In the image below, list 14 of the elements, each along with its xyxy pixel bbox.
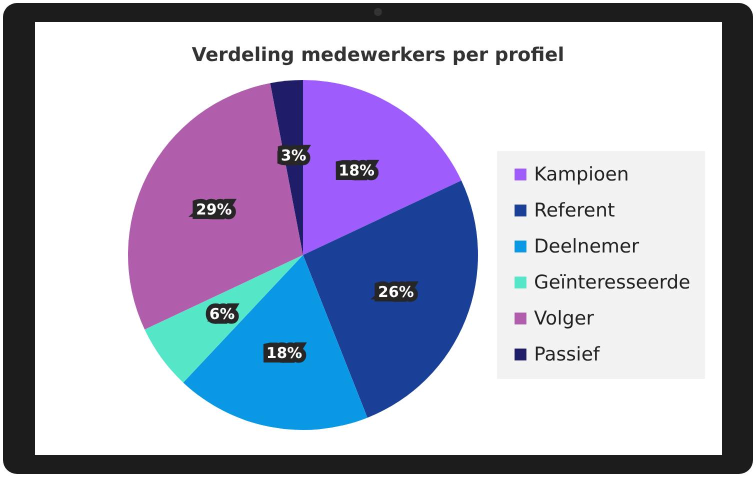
data-label: 18%: [266, 344, 302, 362]
legend-label: Deelnemer: [534, 236, 640, 258]
data-label: 18%: [338, 162, 375, 180]
legend-label: Geïnteresseerde: [534, 272, 690, 294]
legend-label: Volger: [534, 308, 594, 330]
legend-label: Passief: [534, 344, 602, 366]
data-label: 6%: [209, 304, 235, 323]
data-label: 29%: [196, 200, 232, 219]
chart-title: Verdeling medewerkers per profiel: [192, 44, 564, 66]
pie-slice: [183, 255, 368, 430]
data-label: 26%: [378, 282, 414, 301]
pie-slice: [303, 180, 478, 418]
legend-label: Referent: [534, 200, 615, 222]
legend-label: Kampioen: [534, 164, 629, 186]
